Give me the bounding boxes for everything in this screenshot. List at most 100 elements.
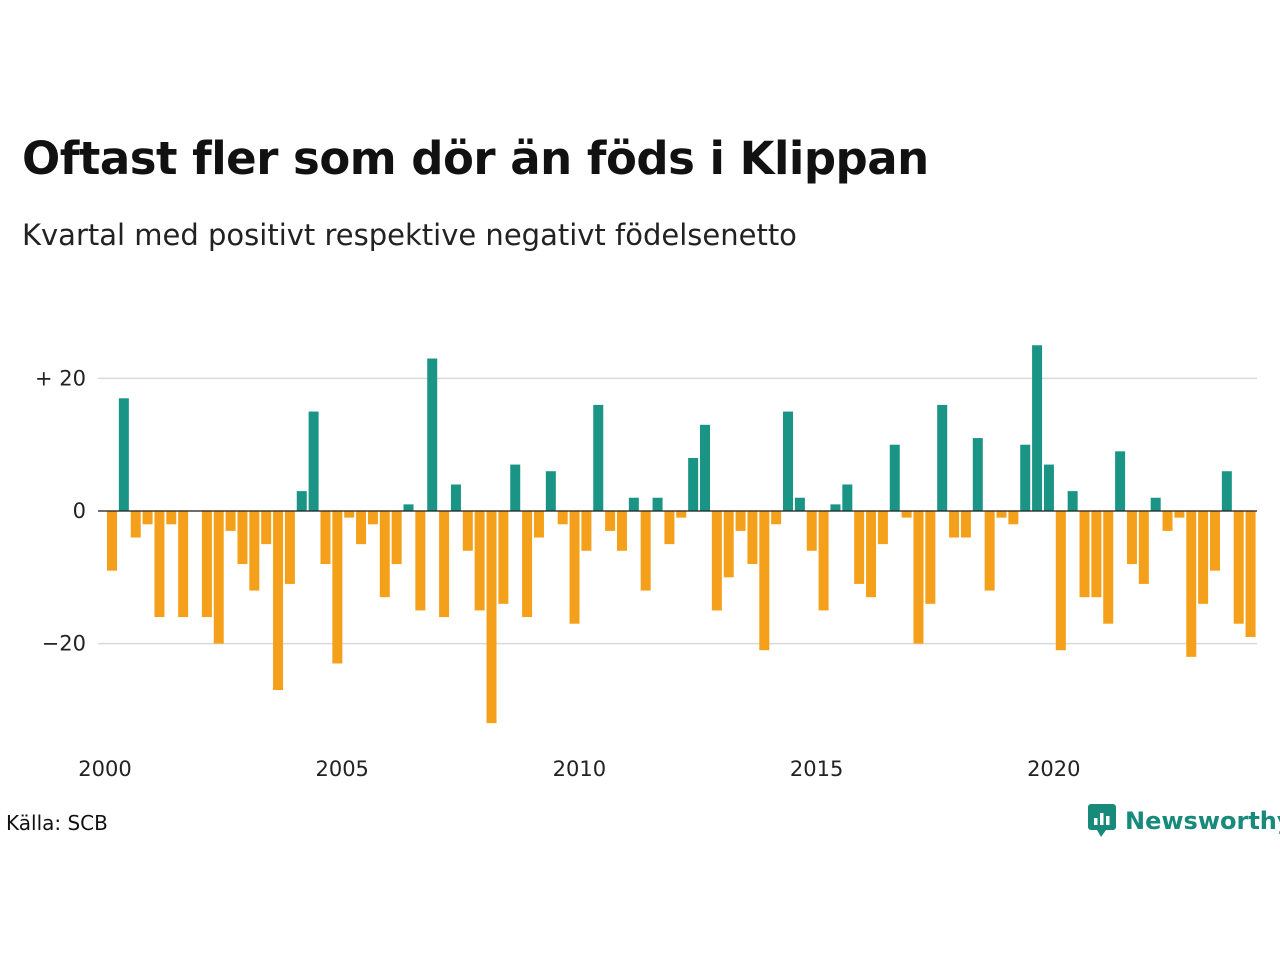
bar [367,511,378,525]
bar [569,511,580,624]
bar [439,511,450,618]
bar [1008,511,1019,525]
bar [320,511,331,565]
bar [379,511,390,598]
bar [616,511,627,551]
bar [854,511,865,584]
bar [960,511,971,538]
x-tick-label: 2015 [790,757,843,781]
bar [261,511,272,545]
bar [1209,511,1220,571]
bar [522,511,533,618]
bar [201,511,212,618]
bar [391,511,402,565]
x-tick-label: 2020 [1027,757,1080,781]
bar [427,358,438,511]
bar [925,511,936,604]
bar [344,511,355,518]
bar [700,424,710,511]
bar [1126,511,1137,565]
y-tick-label: −20 [42,632,86,656]
bar [557,511,568,525]
bar [1043,464,1054,511]
bar [1079,511,1090,598]
bar [652,497,663,511]
bar [142,511,153,525]
bar [1233,511,1244,624]
bar [1055,511,1066,651]
bar [771,511,782,525]
x-tick-label: 2000 [78,757,131,781]
bar [1138,511,1149,584]
x-tick-label: 2005 [315,757,368,781]
bar [723,511,734,578]
bar [949,511,960,538]
bar [510,464,521,511]
bar [1186,511,1197,657]
bar [154,511,165,618]
bar [403,504,414,511]
bar [664,511,675,545]
bar [1198,511,1209,604]
bar [213,511,224,644]
bar [605,511,616,531]
bar [794,497,805,511]
chart-title: Oftast fler som dör än föds i Klippan [22,132,929,185]
bar [830,504,841,511]
bar [901,511,912,518]
bar [533,511,544,538]
bar [1091,511,1102,598]
bar [1162,511,1173,531]
bar [688,457,699,511]
bar [450,484,461,511]
bar [1221,471,1232,511]
bar [759,511,770,651]
bar [972,438,983,511]
bar [166,511,177,525]
y-tick-label: 0 [73,499,86,523]
bar [806,511,817,551]
bar [735,511,746,531]
bar [356,511,367,545]
bar [545,471,556,511]
newsworthy-logo-icon [1088,804,1116,837]
bar [1067,491,1078,511]
chart-subtitle: Kvartal med positivt respektive negativt… [22,218,797,252]
bar [640,511,651,591]
bar [1150,497,1161,511]
bar [130,511,141,538]
bar [178,511,189,618]
bar [1115,451,1126,511]
bar [118,398,129,511]
bar [889,444,900,511]
bar [1174,511,1185,518]
bar [486,511,497,724]
bar [1103,511,1114,624]
bar [1020,444,1031,511]
bar [676,511,687,518]
bar [996,511,1007,518]
bar [913,511,924,644]
bar [783,411,794,511]
newsworthy-logo: Newsworthy [1088,804,1280,838]
bar [107,511,117,571]
bar [498,511,509,604]
bar [1245,511,1256,637]
newsworthy-logo-text: Newsworthy [1125,807,1280,835]
bar [332,511,343,664]
bar [628,497,639,511]
bar [237,511,248,565]
bar [711,511,722,611]
y-tick-label: + 20 [35,366,86,390]
bar [818,511,829,611]
bar [296,491,307,511]
x-tick-label: 2010 [553,757,606,781]
bar [1032,345,1043,511]
bar [747,511,758,565]
bar [249,511,260,591]
bar [866,511,877,598]
bar [593,404,604,511]
bar [308,411,319,511]
bar [415,511,426,611]
